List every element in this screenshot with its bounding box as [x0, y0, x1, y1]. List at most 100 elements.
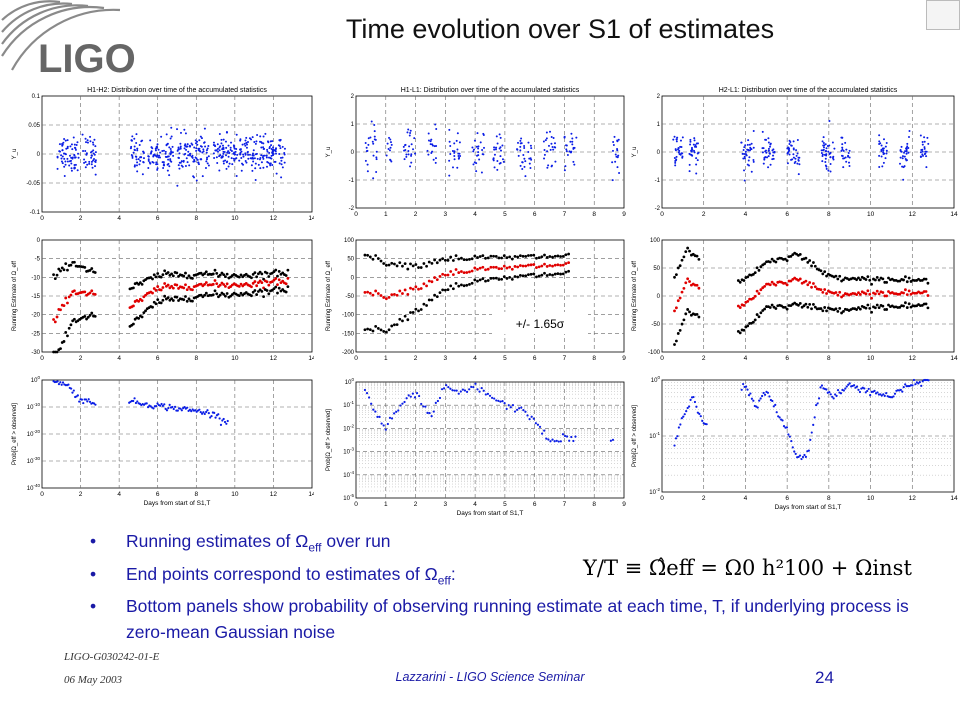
data-point — [563, 169, 566, 172]
upper-bound-point — [674, 273, 678, 277]
running-estimate-point — [401, 292, 404, 295]
data-point — [571, 137, 574, 140]
x-tick-label: 2 — [79, 491, 83, 498]
running-estimate-point — [697, 286, 701, 290]
upper-bound-point — [808, 259, 812, 262]
data-point — [268, 151, 271, 154]
lower-bound-point — [256, 290, 260, 293]
probability-point — [522, 409, 525, 412]
data-point — [188, 164, 191, 167]
data-point — [788, 139, 791, 142]
data-point — [765, 151, 768, 154]
data-point — [900, 145, 903, 148]
data-point — [434, 157, 437, 160]
probability-point — [67, 383, 70, 386]
data-point — [389, 146, 392, 149]
data-point — [752, 129, 755, 132]
data-point — [90, 163, 93, 166]
running-estimate-point — [508, 265, 512, 269]
lower-bound-point — [376, 327, 380, 330]
upper-bound-point — [276, 274, 279, 278]
probability-point — [566, 435, 569, 438]
data-point — [283, 161, 286, 164]
data-point — [221, 147, 224, 150]
data-point — [676, 136, 679, 139]
upper-bound-point — [204, 270, 208, 274]
lower-bound-point — [564, 270, 568, 274]
data-point — [265, 165, 268, 168]
y-tick-label: 0 — [37, 152, 41, 158]
data-point — [254, 142, 257, 145]
running-estimate-point — [926, 294, 930, 297]
running-estimate-point — [433, 276, 437, 279]
running-estimate-point — [902, 291, 905, 295]
running-estimate-point — [682, 286, 686, 290]
upper-bound-point — [213, 268, 217, 272]
running-estimate-point — [527, 263, 530, 267]
x-tick-label: 2 — [414, 355, 418, 362]
data-point — [168, 165, 171, 168]
running-estimate-point — [286, 276, 290, 280]
upper-bound-point — [446, 258, 450, 262]
data-point — [74, 148, 77, 151]
lower-bound-point — [924, 302, 928, 306]
data-point — [90, 154, 93, 157]
formula: Y/T ≡ Ω̂eff = Ω0 h²100 + Ωinst — [583, 556, 912, 580]
running-estimate-point — [763, 284, 767, 288]
data-point — [828, 144, 831, 147]
upper-bound-point — [414, 263, 418, 266]
data-point — [182, 159, 185, 162]
running-estimate-point — [281, 279, 285, 283]
data-point — [797, 159, 800, 162]
x-tick-label: 1 — [384, 355, 388, 362]
data-point — [523, 157, 526, 160]
probability-point — [785, 426, 789, 429]
lower-bound-point — [806, 305, 810, 309]
annotation-label: +/- 1.65σ — [516, 317, 565, 331]
probability-point — [902, 386, 905, 389]
panel-title: H1-L1: Distribution over time of the acc… — [401, 87, 580, 94]
upper-bound-point — [379, 259, 383, 263]
probability-point — [775, 411, 778, 414]
running-estimate-point — [265, 280, 269, 284]
running-estimate-point — [518, 264, 522, 267]
data-point — [184, 152, 187, 155]
x-tick-label: 8 — [592, 501, 596, 508]
y-tick-label: 50 — [653, 266, 660, 272]
probability-point — [401, 402, 404, 405]
data-point — [236, 153, 239, 156]
data-point — [479, 141, 482, 144]
data-point — [501, 158, 504, 161]
data-point — [218, 169, 221, 172]
upper-bound-point — [191, 276, 194, 280]
upper-bound-point — [521, 254, 525, 258]
data-point — [260, 154, 263, 157]
data-point — [678, 149, 681, 152]
data-point — [63, 157, 66, 160]
data-point — [520, 137, 523, 140]
probability-point — [168, 403, 171, 406]
running-estimate-point — [904, 288, 907, 292]
data-point — [496, 142, 499, 145]
upper-bound-point — [757, 268, 761, 272]
data-point — [615, 155, 618, 158]
upper-bound-point — [502, 254, 506, 258]
probability-point — [904, 383, 907, 386]
probability-point — [563, 434, 567, 438]
running-estimate-point — [443, 273, 447, 277]
running-estimate-point — [505, 266, 509, 270]
tick-exponent: -3 — [350, 447, 354, 452]
data-point — [473, 139, 476, 142]
probability-point — [468, 388, 471, 391]
y-tick-label: 10-2 — [649, 487, 660, 496]
data-point — [184, 165, 187, 168]
running-estimate-point — [182, 286, 186, 290]
running-estimate-point — [446, 273, 450, 277]
data-point — [908, 129, 911, 132]
probability-point — [555, 439, 558, 442]
data-point — [791, 158, 794, 161]
lower-bound-point — [813, 305, 817, 309]
data-point — [547, 164, 550, 167]
data-point — [230, 157, 233, 160]
data-point — [427, 132, 430, 135]
